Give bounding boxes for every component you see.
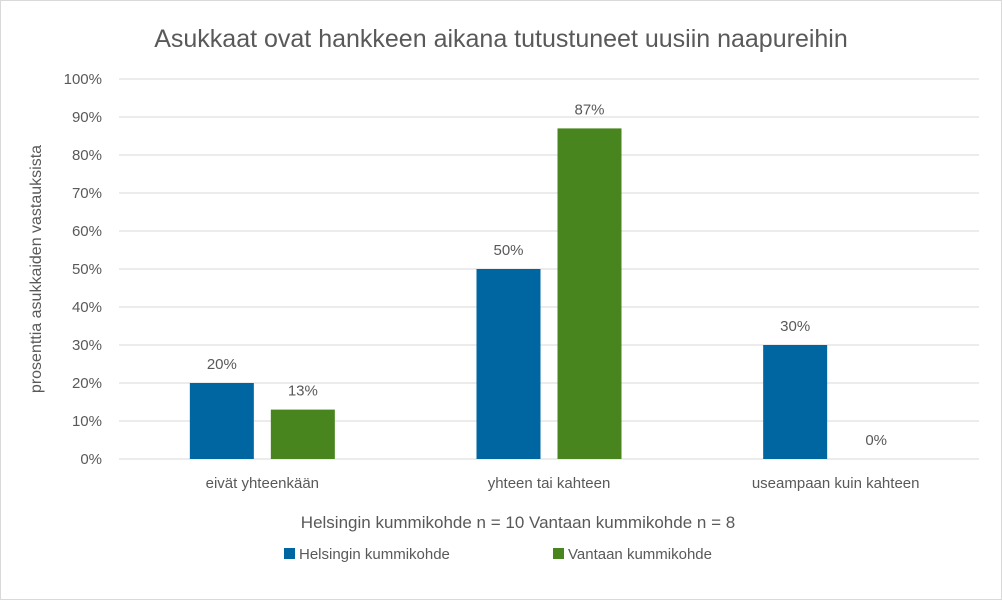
bar-helsinki xyxy=(476,269,541,459)
bar-helsinki xyxy=(763,345,828,459)
y-tick-label: 10% xyxy=(72,413,102,430)
bar-vantaa xyxy=(270,409,335,459)
chart-title: Asukkaat ovat hankkeen aikana tutustunee… xyxy=(154,25,848,53)
y-tick-label: 70% xyxy=(72,185,102,202)
y-tick-label: 60% xyxy=(72,223,102,240)
x-axis-label: Helsingin kummikohde n = 10 Vantaan kumm… xyxy=(301,513,735,532)
y-tick-label: 100% xyxy=(64,71,102,88)
legend-label: Helsingin kummikohde xyxy=(299,546,450,563)
data-label: 87% xyxy=(574,101,604,118)
y-tick-label: 80% xyxy=(72,147,102,164)
data-label: 30% xyxy=(780,318,810,335)
legend-swatch xyxy=(284,548,295,559)
y-tick-label: 40% xyxy=(72,299,102,316)
y-tick-label: 90% xyxy=(72,109,102,126)
bar-helsinki xyxy=(189,383,254,459)
y-tick-label: 0% xyxy=(80,451,102,468)
x-tick-label: useampaan kuin kahteen xyxy=(752,475,920,492)
data-label: 13% xyxy=(288,383,318,400)
x-tick-label: yhteen tai kahteen xyxy=(488,475,611,492)
legend-swatch xyxy=(553,548,564,559)
legend-label: Vantaan kummikohde xyxy=(568,546,712,563)
data-label: 20% xyxy=(207,356,237,373)
bar-vantaa xyxy=(557,128,622,459)
y-tick-label: 20% xyxy=(72,375,102,392)
y-tick-label: 30% xyxy=(72,337,102,354)
y-tick-label: 50% xyxy=(72,261,102,278)
y-axis-label: prosenttia asukkaiden vastauksista xyxy=(28,145,45,393)
x-tick-label: eivät yhteenkään xyxy=(206,475,319,492)
data-label: 50% xyxy=(493,242,523,259)
data-label: 0% xyxy=(865,432,887,449)
